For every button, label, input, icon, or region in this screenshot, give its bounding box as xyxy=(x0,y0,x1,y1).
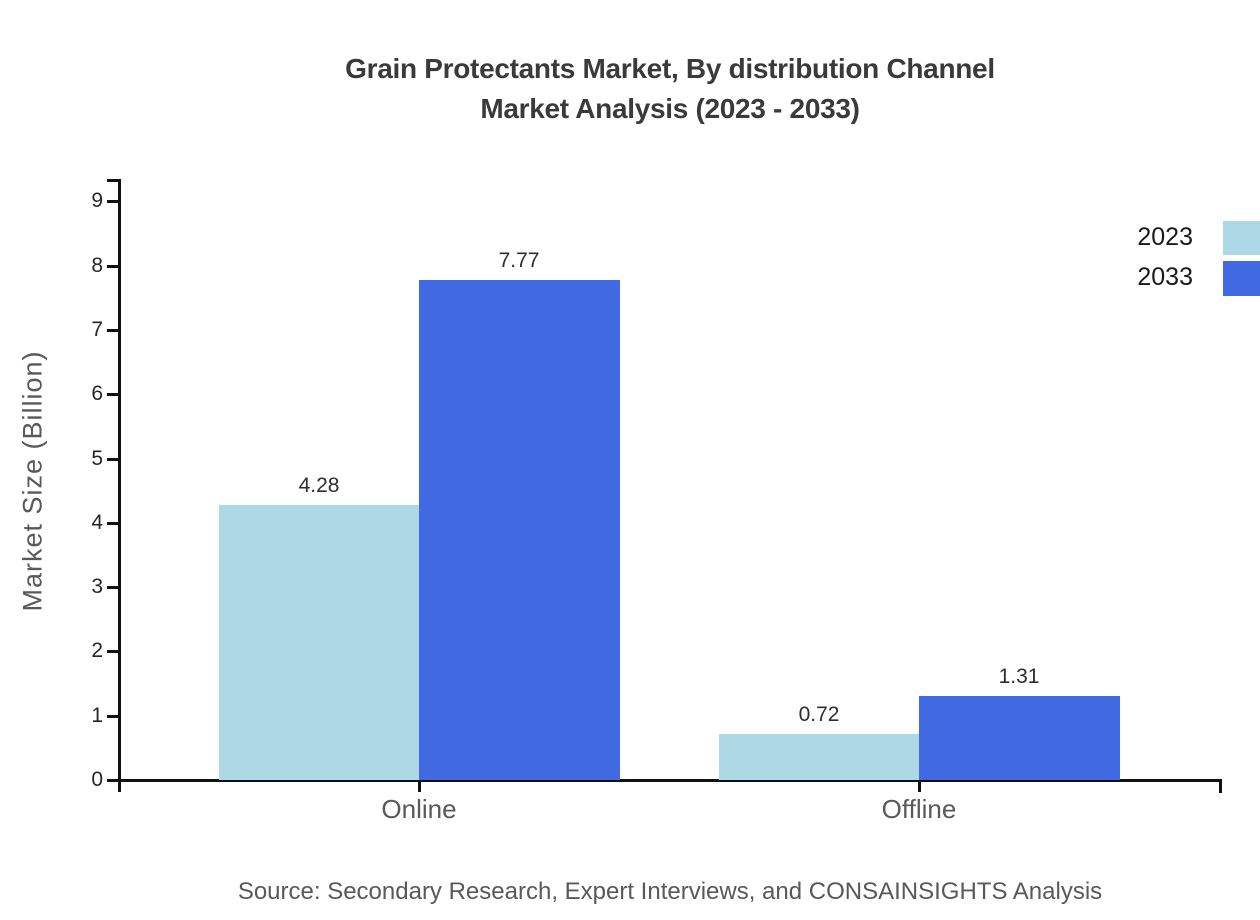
y-tick-label: 9 xyxy=(91,189,103,213)
bar-online-2023 xyxy=(219,505,419,780)
y-tick-label: 1 xyxy=(91,703,103,727)
y-tick-label: 5 xyxy=(91,446,103,470)
y-tick xyxy=(107,521,118,525)
legend-label-2033: 2033 xyxy=(1137,263,1193,291)
y-tick-label: 3 xyxy=(91,575,103,599)
chart-title: Grain Protectants Market, By distributio… xyxy=(80,49,1260,129)
y-tick xyxy=(107,393,118,397)
bar-value-label: 4.28 xyxy=(298,474,340,497)
y-tick xyxy=(107,457,118,461)
legend-swatch-2033 xyxy=(1223,261,1260,296)
y-tick xyxy=(107,264,118,268)
category-label-online: Online xyxy=(381,794,457,824)
y-axis-spine xyxy=(118,179,121,792)
y-tick xyxy=(107,328,118,332)
category-label-offline: Offline xyxy=(881,794,957,824)
x-tick xyxy=(918,782,921,792)
y-tick xyxy=(107,650,118,654)
chart-title-line1: Grain Protectants Market, By distributio… xyxy=(345,53,995,84)
y-tick-label: 2 xyxy=(91,639,103,663)
bar-value-label: 7.77 xyxy=(498,249,540,272)
y-tick xyxy=(107,200,118,204)
legend-swatch-2023 xyxy=(1223,221,1260,255)
y-axis-top-cap xyxy=(107,179,121,182)
bar-offline-2033 xyxy=(919,696,1120,780)
x-tick xyxy=(418,782,421,792)
y-tick xyxy=(107,586,118,590)
x-axis-spine xyxy=(118,779,1222,782)
source-note: Source: Secondary Research, Expert Inter… xyxy=(237,878,1103,905)
y-tick xyxy=(107,779,118,782)
x-axis-right-cap xyxy=(1219,779,1222,793)
y-tick xyxy=(107,714,118,718)
chart-title-line2: Market Analysis (2023 - 2033) xyxy=(480,93,860,124)
y-tick-label: 8 xyxy=(91,253,103,277)
y-tick-label: 7 xyxy=(91,317,103,341)
legend-label-2023: 2023 xyxy=(1137,223,1193,251)
y-tick-label: 4 xyxy=(91,510,103,534)
y-tick-label: 6 xyxy=(91,382,103,406)
y-tick-label: 0 xyxy=(91,768,103,791)
bar-value-label: 0.72 xyxy=(798,703,840,726)
bar-offline-2023 xyxy=(719,734,919,780)
bar-value-label: 1.31 xyxy=(998,665,1040,688)
bar-online-2033 xyxy=(419,280,620,780)
